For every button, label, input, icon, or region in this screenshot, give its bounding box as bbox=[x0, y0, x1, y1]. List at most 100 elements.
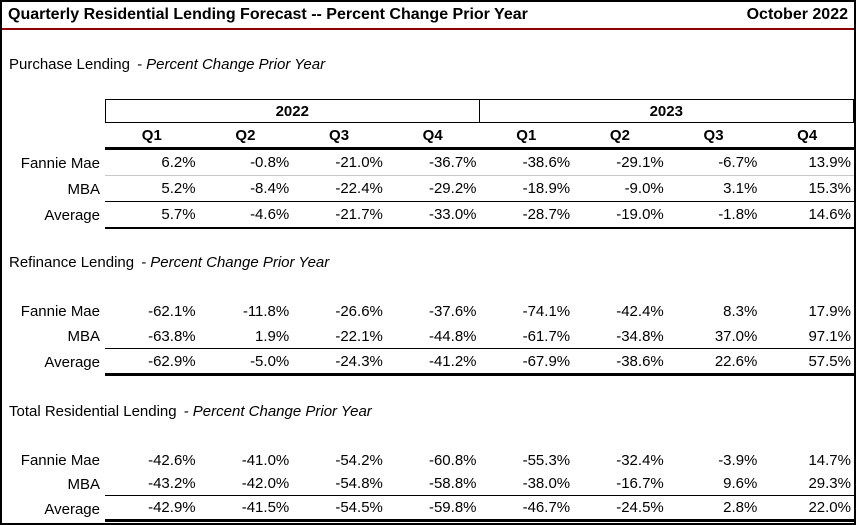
value-cell: -46.7% bbox=[479, 496, 574, 522]
value-cell: -24.5% bbox=[573, 496, 667, 522]
value-cell: -5.0% bbox=[198, 349, 293, 376]
value-cell: -38.6% bbox=[573, 349, 667, 376]
value-cell: -3.9% bbox=[718, 451, 758, 469]
section-subtitle: - Percent Change Prior Year bbox=[141, 254, 330, 271]
total-table: Fannie Mae -42.6% -41.0% -54.2% -60.8% -… bbox=[2, 448, 854, 522]
value-cell: 22.0% bbox=[760, 496, 854, 522]
value-cell: 13.9% bbox=[760, 150, 854, 176]
year-header-2022: 2022 bbox=[105, 99, 480, 123]
row-label: Average bbox=[44, 500, 100, 518]
value-cell: 22.6% bbox=[666, 349, 761, 376]
value-cell: -38.6% bbox=[479, 150, 574, 176]
value-cell: 29.3% bbox=[760, 472, 854, 496]
value-cell: -42.6% bbox=[148, 451, 196, 469]
quarter-header: Q2 bbox=[198, 123, 293, 150]
quarter-header: Q4 bbox=[760, 123, 854, 150]
section-name: Refinance Lending bbox=[9, 254, 135, 271]
value-cell: -67.9% bbox=[479, 349, 574, 376]
section-subtitle: - Percent Change Prior Year bbox=[136, 56, 326, 73]
value-cell: -38.0% bbox=[479, 472, 574, 496]
value-cell: -41.0% bbox=[241, 451, 290, 469]
value-cell: -55.3% bbox=[522, 451, 571, 469]
value-cell: 15.3% bbox=[760, 176, 854, 202]
refinance-table: Fannie Mae -62.1% -11.8% -26.6% -37.6% -… bbox=[2, 299, 854, 376]
value-cell: 8.3% bbox=[723, 303, 758, 320]
section-subtitle: - Percent Change Prior Year bbox=[183, 403, 372, 420]
row-label: Fannie Mae bbox=[20, 154, 100, 172]
value-cell: 14.6% bbox=[760, 202, 854, 229]
value-cell: 1.9% bbox=[198, 324, 293, 349]
row-label: MBA bbox=[67, 180, 100, 198]
value-cell: -54.5% bbox=[292, 496, 386, 522]
value-cell: -36.7% bbox=[385, 150, 480, 176]
value-cell: 5.7% bbox=[105, 202, 199, 229]
value-cell: 6.2% bbox=[105, 150, 199, 176]
value-cell: -74.1% bbox=[522, 303, 571, 320]
value-cell: -41.2% bbox=[385, 349, 480, 376]
value-cell: 57.5% bbox=[760, 349, 854, 376]
value-cell: -42.0% bbox=[198, 472, 293, 496]
value-cell: -24.3% bbox=[292, 349, 386, 376]
quarter-header: Q1 bbox=[479, 123, 574, 150]
row-label: MBA bbox=[67, 475, 100, 493]
spacer-cell bbox=[2, 123, 105, 150]
value-cell: -41.5% bbox=[198, 496, 293, 522]
value-cell: 3.1% bbox=[666, 176, 761, 202]
quarter-header: Q4 bbox=[385, 123, 480, 150]
value-cell: -29.2% bbox=[385, 176, 480, 202]
row-label: MBA bbox=[67, 328, 100, 345]
purchase-table: 2022 2023 Q1 Q2 Q3 Q4 Q1 Q2 Q3 Q4 Fannie… bbox=[2, 99, 854, 229]
value-cell: -34.8% bbox=[573, 324, 667, 349]
value-cell: -19.0% bbox=[573, 202, 667, 229]
value-cell: 2.8% bbox=[666, 496, 761, 522]
value-cell: -44.8% bbox=[385, 324, 480, 349]
value-cell: -61.7% bbox=[479, 324, 574, 349]
value-cell: -54.2% bbox=[335, 451, 383, 469]
report-date: October 2022 bbox=[746, 6, 848, 23]
value-cell: -8.4% bbox=[198, 176, 293, 202]
value-cell: -22.1% bbox=[292, 324, 386, 349]
value-cell: -29.1% bbox=[573, 150, 667, 176]
value-cell: -16.7% bbox=[573, 472, 667, 496]
value-cell: -18.9% bbox=[479, 176, 574, 202]
value-cell: -22.4% bbox=[292, 176, 386, 202]
report-title: Quarterly Residential Lending Forecast -… bbox=[8, 6, 528, 23]
value-cell: -26.6% bbox=[335, 303, 383, 320]
value-cell: 14.7% bbox=[808, 451, 851, 469]
row-label: Average bbox=[44, 354, 100, 371]
value-cell: -32.4% bbox=[616, 451, 664, 469]
section-name: Purchase Lending bbox=[9, 56, 130, 73]
row-label: Fannie Mae bbox=[20, 303, 100, 320]
quarter-header: Q2 bbox=[573, 123, 667, 150]
value-cell: 37.0% bbox=[666, 324, 761, 349]
report-header: Quarterly Residential Lending Forecast -… bbox=[2, 2, 854, 30]
value-cell: -62.1% bbox=[148, 303, 196, 320]
value-cell: 5.2% bbox=[105, 176, 199, 202]
value-cell: -9.0% bbox=[573, 176, 667, 202]
quarter-header: Q1 bbox=[105, 123, 199, 150]
quarter-header: Q3 bbox=[292, 123, 386, 150]
section-name: Total Residential Lending bbox=[9, 403, 177, 420]
value-cell: -37.6% bbox=[428, 303, 477, 320]
row-label: Fannie Mae bbox=[20, 451, 100, 469]
value-cell: -33.0% bbox=[385, 202, 480, 229]
value-cell: -11.8% bbox=[242, 303, 290, 320]
value-cell: -54.8% bbox=[292, 472, 386, 496]
spacer-cell bbox=[2, 99, 105, 123]
value-cell: -63.8% bbox=[105, 324, 199, 349]
section-title-purchase: Purchase Lending - Percent Change Prior Y… bbox=[2, 55, 854, 75]
value-cell: 97.1% bbox=[760, 324, 854, 349]
quarter-header: Q3 bbox=[666, 123, 761, 150]
year-header-2023: 2023 bbox=[479, 99, 854, 123]
value-cell: -58.8% bbox=[385, 472, 480, 496]
value-cell: -21.0% bbox=[292, 150, 386, 176]
value-cell: -28.7% bbox=[479, 202, 574, 229]
section-title-total: Total Residential Lending - Percent Chang… bbox=[2, 402, 854, 422]
value-cell: 9.6% bbox=[666, 472, 761, 496]
value-cell: -59.8% bbox=[385, 496, 480, 522]
value-cell: -60.8% bbox=[428, 451, 477, 469]
row-label: Average bbox=[44, 207, 100, 224]
value-cell: -1.8% bbox=[666, 202, 761, 229]
value-cell: -0.8% bbox=[198, 150, 293, 176]
